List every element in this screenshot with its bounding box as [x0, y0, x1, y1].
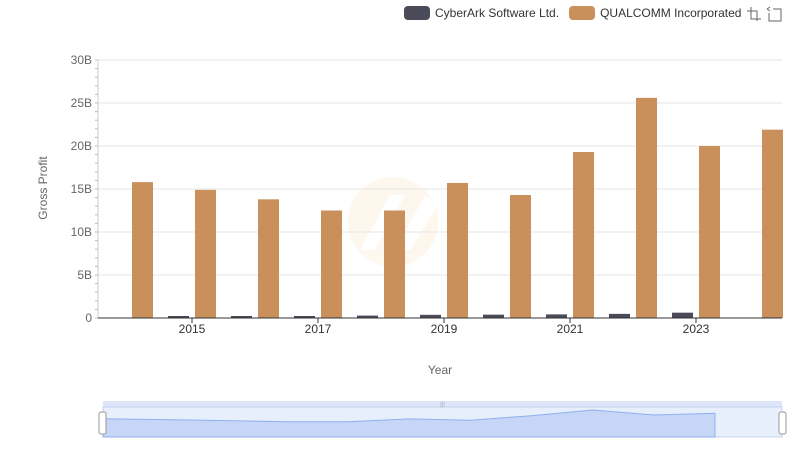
y-tick-label: 0: [85, 311, 92, 325]
y-tick-label: 10B: [71, 225, 92, 239]
x-tick-label: 2023: [683, 322, 710, 336]
bar-qualcomm-2015: [195, 189, 216, 318]
bar-qualcomm-2022: [636, 97, 657, 318]
datazoom-handle-left: [98, 411, 107, 435]
bar-qualcomm-2020: [510, 195, 531, 318]
bar-cyberark-2017: [294, 316, 315, 318]
datazoom-handle-right: [778, 411, 787, 435]
x-tick-label: 2021: [557, 322, 584, 336]
legend-swatch-qualcomm: [569, 6, 596, 20]
legend: CyberArk Software Ltd. QUALCOMM Incorpor…: [404, 4, 751, 22]
bar-qualcomm-2018: [384, 210, 405, 318]
bar-qualcomm-2019: [447, 182, 468, 318]
bar-cyberark-2021: [546, 314, 567, 318]
y-tick-label: 25B: [71, 96, 92, 110]
bar-cyberark-2022: [609, 313, 630, 318]
bar-cyberark-2019: [420, 314, 441, 318]
bar-qualcomm-2024: [762, 129, 783, 318]
y-axis-title: Gross Profit: [36, 156, 50, 220]
bar-qualcomm-2021: [573, 152, 594, 318]
bar-cyberark-2023: [672, 312, 693, 318]
bar-cyberark-2015: [168, 316, 189, 318]
bar-cyberark-2020: [483, 314, 504, 318]
bar-cyberark-2016: [231, 316, 252, 318]
bar-qualcomm-2023: [699, 146, 720, 318]
bar-qualcomm-2017: [321, 210, 342, 318]
legend-item-qualcomm[interactable]: QUALCOMM Incorporated: [569, 6, 741, 20]
legend-item-cyberark[interactable]: CyberArk Software Ltd.: [404, 6, 559, 20]
bar-qualcomm-2014: [132, 182, 153, 318]
legend-label-qualcomm: QUALCOMM Incorporated: [600, 6, 742, 20]
legend-swatch-cyberark: [404, 6, 430, 20]
bar-qualcomm-2016: [258, 199, 279, 318]
zoom-icon[interactable]: [746, 6, 762, 22]
bar-cyberark-2018: [357, 315, 378, 318]
datazoom-preview-area: [102, 409, 716, 438]
toolbox: [746, 6, 782, 22]
x-tick-label: 2017: [305, 322, 332, 336]
zoom-reset-icon[interactable]: [766, 6, 782, 22]
y-tick-label: 20B: [71, 139, 92, 153]
datazoom-top-bar: [103, 401, 782, 407]
watermark-mark: [360, 195, 438, 250]
y-tick-label: 15B: [71, 182, 92, 196]
x-axis-title: Year: [427, 363, 453, 377]
y-tick-label: 5B: [77, 268, 92, 282]
legend-label-cyberark: CyberArk Software Ltd.: [435, 6, 560, 20]
y-tick-label: 30B: [71, 53, 92, 67]
x-tick-label: 2015: [179, 322, 206, 336]
x-tick-label: 2019: [431, 322, 458, 336]
datazoom-grip: |||: [440, 402, 445, 408]
